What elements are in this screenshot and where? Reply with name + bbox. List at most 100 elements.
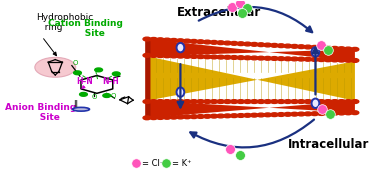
Circle shape	[150, 38, 158, 41]
Circle shape	[264, 43, 271, 47]
Circle shape	[35, 57, 76, 77]
Text: = K⁺: = K⁺	[172, 159, 191, 168]
Circle shape	[250, 42, 258, 46]
Circle shape	[217, 41, 225, 45]
Circle shape	[217, 55, 225, 59]
Text: II: II	[73, 100, 78, 109]
Circle shape	[170, 54, 178, 58]
Circle shape	[163, 115, 171, 119]
Circle shape	[183, 100, 191, 103]
Circle shape	[284, 100, 292, 103]
Circle shape	[311, 112, 319, 116]
Circle shape	[143, 53, 151, 57]
Circle shape	[271, 57, 278, 60]
Circle shape	[351, 59, 359, 62]
Circle shape	[244, 56, 251, 60]
Circle shape	[338, 58, 345, 62]
Point	[327, 113, 333, 116]
Circle shape	[338, 100, 345, 103]
Circle shape	[311, 100, 319, 103]
Point	[244, 7, 250, 10]
Circle shape	[284, 44, 292, 48]
Circle shape	[277, 44, 285, 48]
Circle shape	[297, 100, 305, 103]
Circle shape	[331, 100, 339, 103]
Circle shape	[304, 45, 312, 49]
Circle shape	[264, 113, 271, 117]
Ellipse shape	[73, 107, 90, 111]
Circle shape	[344, 111, 352, 115]
Text: Anion Binding
      Site: Anion Binding Site	[5, 103, 76, 122]
Circle shape	[311, 58, 319, 61]
Circle shape	[237, 114, 245, 117]
Circle shape	[257, 100, 265, 103]
Circle shape	[163, 54, 171, 58]
Circle shape	[143, 37, 151, 41]
Polygon shape	[145, 38, 150, 119]
Circle shape	[210, 100, 218, 103]
Circle shape	[156, 100, 164, 103]
Text: N–H: N–H	[102, 77, 119, 86]
Circle shape	[291, 57, 298, 61]
Circle shape	[344, 100, 352, 103]
Circle shape	[257, 43, 265, 47]
Circle shape	[344, 47, 352, 51]
Circle shape	[230, 56, 238, 59]
Polygon shape	[147, 101, 355, 118]
Circle shape	[311, 45, 319, 49]
Circle shape	[264, 56, 271, 60]
Circle shape	[183, 54, 191, 58]
Text: Intracellular: Intracellular	[288, 138, 369, 151]
Circle shape	[264, 100, 271, 103]
Circle shape	[271, 100, 278, 103]
Circle shape	[190, 100, 198, 103]
Text: O: O	[73, 60, 78, 66]
Circle shape	[304, 57, 312, 61]
Circle shape	[304, 112, 312, 116]
Circle shape	[163, 100, 171, 103]
Circle shape	[291, 112, 298, 116]
Text: = Cl⁻: = Cl⁻	[142, 159, 164, 168]
Circle shape	[344, 58, 352, 62]
Circle shape	[197, 40, 204, 44]
Circle shape	[177, 115, 184, 119]
Circle shape	[324, 112, 332, 115]
Circle shape	[230, 114, 238, 118]
Circle shape	[284, 112, 292, 116]
Circle shape	[297, 45, 305, 49]
Circle shape	[143, 100, 151, 103]
Point	[239, 12, 245, 15]
Circle shape	[277, 113, 285, 116]
Circle shape	[210, 55, 218, 59]
Circle shape	[230, 100, 238, 103]
Circle shape	[183, 39, 191, 43]
Text: H–N: H–N	[76, 77, 93, 86]
Circle shape	[170, 100, 178, 103]
Circle shape	[156, 54, 164, 58]
Circle shape	[324, 100, 332, 103]
Circle shape	[80, 92, 87, 96]
Circle shape	[244, 42, 251, 46]
Circle shape	[95, 68, 102, 72]
Ellipse shape	[311, 98, 319, 108]
Circle shape	[304, 100, 312, 103]
Circle shape	[291, 100, 298, 103]
Circle shape	[210, 114, 218, 118]
Circle shape	[217, 114, 225, 118]
Circle shape	[244, 100, 251, 103]
Ellipse shape	[311, 47, 319, 57]
Circle shape	[318, 100, 325, 103]
Circle shape	[177, 100, 184, 103]
Text: Extracellular: Extracellular	[177, 6, 261, 19]
Circle shape	[284, 57, 292, 61]
Circle shape	[177, 39, 184, 43]
Circle shape	[351, 48, 359, 51]
Circle shape	[318, 58, 325, 62]
Circle shape	[156, 38, 164, 42]
Circle shape	[250, 113, 258, 117]
Point	[325, 49, 332, 52]
Circle shape	[237, 100, 245, 103]
Circle shape	[150, 54, 158, 57]
Circle shape	[183, 115, 191, 119]
Circle shape	[271, 113, 278, 117]
